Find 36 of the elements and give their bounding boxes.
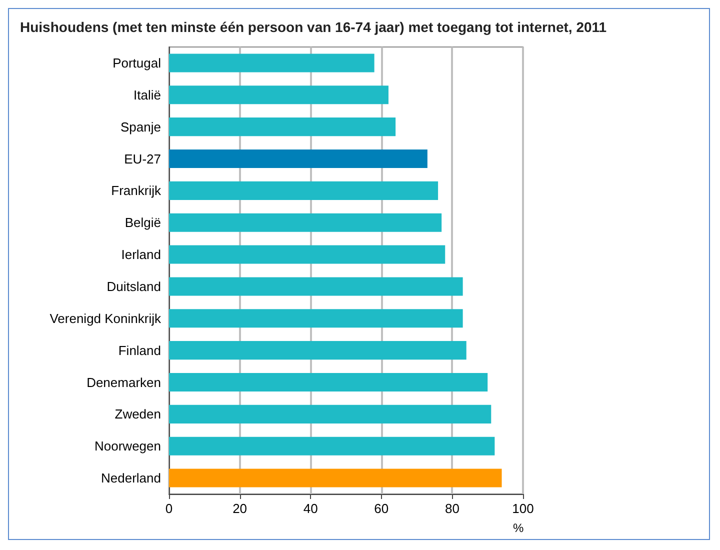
x-tick-label: 100 [512,501,534,516]
y-tick-label: Duitsland [106,278,161,294]
y-tick-label: Italië [134,87,161,102]
bar [169,54,374,72]
bar [169,436,495,456]
y-tick-label: Denemarken [86,374,161,390]
y-tick-label: Zweden [114,406,161,422]
bar [169,181,438,200]
bar [169,372,488,392]
bar [169,277,463,296]
y-tick-label: Noorwegen [94,438,161,454]
bar [169,213,442,232]
bar [169,404,492,424]
bar [169,468,502,488]
y-tick-label: Portugal [112,55,162,70]
x-tick-label: 20 [232,501,248,516]
chart-title: Huishoudens (met ten minste één persoon van 16-74 jaar) met toegang tot internet, 2011 [20,19,607,35]
y-tick-label: Ierland [121,247,161,262]
y-tick-label: Verenigd Koninkrijk [50,310,162,326]
y-tick-label: Spanje [120,119,161,134]
x-tick-label: 60 [374,501,389,516]
y-tick-label: België [124,215,161,230]
x-tick-label: 40 [303,501,318,516]
y-tick-label: Frankrijk [111,183,162,198]
bar [169,309,463,328]
x-axis-title: % [513,521,524,535]
y-tick-label: Nederland [101,470,161,486]
bar [169,245,446,264]
bar [169,118,396,136]
y-tick-label: EU-27 [124,151,161,166]
bar [169,341,466,360]
bar [169,149,428,168]
x-tick-label: 0 [165,501,173,516]
y-tick-label: Finland [118,342,161,358]
x-tick-label: 80 [444,501,460,516]
bar [169,86,388,104]
